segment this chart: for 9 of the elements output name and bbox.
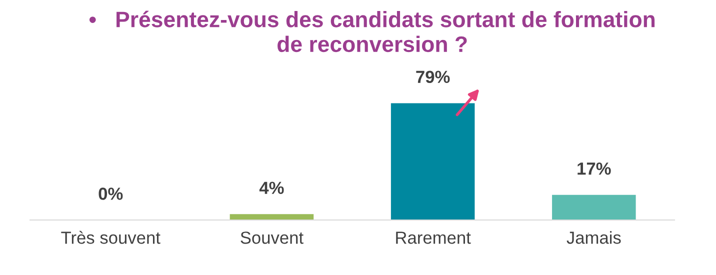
x-tick-label: Très souvent bbox=[61, 230, 160, 244]
data-label: 79% bbox=[416, 70, 450, 84]
data-label: 4% bbox=[259, 182, 284, 194]
data-label: 17% bbox=[578, 162, 611, 175]
chart-title: • Présentez-vous des candidats sortant de formation de reconversion ? bbox=[89, 10, 655, 52]
x-tick-label: Rarement bbox=[396, 232, 471, 244]
x-tick-label: Jamais bbox=[566, 231, 621, 244]
data-label: 0% bbox=[98, 188, 123, 200]
x-tick-label: Souvent bbox=[240, 232, 304, 244]
